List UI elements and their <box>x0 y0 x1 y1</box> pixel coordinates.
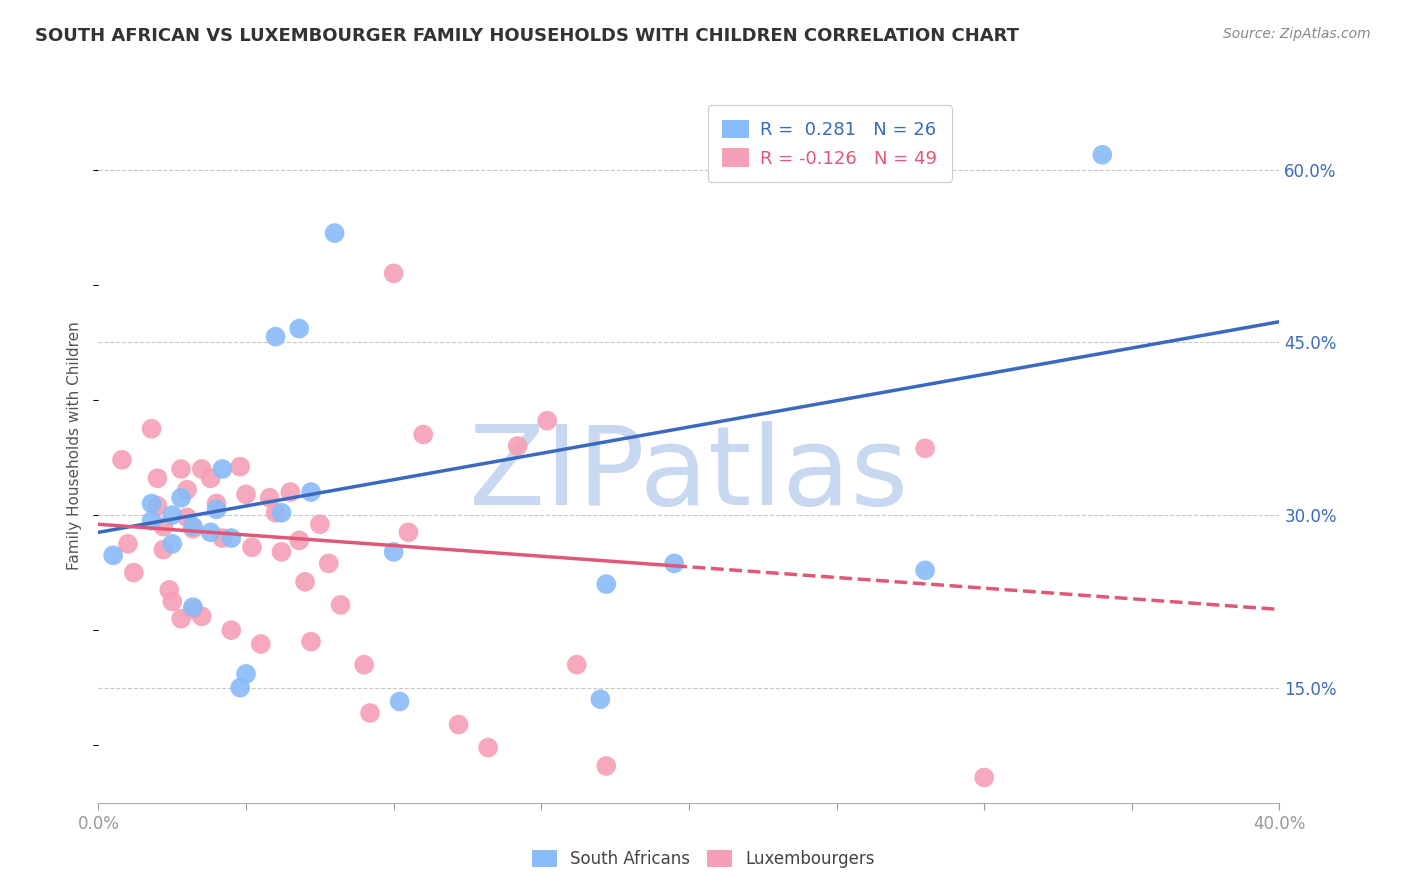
Point <box>1091 148 1114 162</box>
Point <box>914 442 936 456</box>
Point <box>162 594 183 608</box>
Point <box>664 557 686 571</box>
Point <box>152 542 174 557</box>
Point <box>191 462 214 476</box>
Point <box>162 508 183 522</box>
Point <box>170 462 193 476</box>
Point <box>211 531 233 545</box>
Point <box>536 414 558 428</box>
Point <box>309 517 332 532</box>
Point <box>211 462 233 476</box>
Point <box>219 531 242 545</box>
Point <box>229 681 252 695</box>
Point <box>240 541 263 555</box>
Point <box>506 439 529 453</box>
Point <box>170 612 193 626</box>
Point <box>264 506 287 520</box>
Point <box>111 452 134 467</box>
Point <box>181 522 204 536</box>
Point <box>181 519 204 533</box>
Point <box>595 759 617 773</box>
Point <box>200 471 222 485</box>
Point <box>973 771 995 785</box>
Point <box>181 602 204 616</box>
Point <box>235 487 257 501</box>
Legend: R =  0.281   N = 26, R = -0.126   N = 49: R = 0.281 N = 26, R = -0.126 N = 49 <box>707 105 952 182</box>
Text: ZIPatlas: ZIPatlas <box>470 421 908 528</box>
Point <box>170 491 193 505</box>
Point <box>205 502 228 516</box>
Point <box>176 483 198 497</box>
Point <box>353 657 375 672</box>
Point <box>141 514 163 528</box>
Point <box>122 566 145 580</box>
Point <box>152 519 174 533</box>
Point <box>318 557 340 571</box>
Point <box>589 692 612 706</box>
Point <box>219 623 242 637</box>
Legend: South Africans, Luxembourgers: South Africans, Luxembourgers <box>524 843 882 875</box>
Point <box>141 422 163 436</box>
Point <box>146 471 169 485</box>
Point <box>176 510 198 524</box>
Point <box>412 427 434 442</box>
Point <box>191 609 214 624</box>
Point <box>359 706 381 720</box>
Point <box>259 491 281 505</box>
Point <box>270 545 292 559</box>
Point <box>157 582 180 597</box>
Point <box>382 266 405 280</box>
Point <box>229 459 252 474</box>
Point <box>141 497 163 511</box>
Point <box>117 537 139 551</box>
Point <box>103 549 125 563</box>
Point <box>477 740 499 755</box>
Point <box>264 329 287 343</box>
Point <box>299 485 322 500</box>
Point <box>288 321 311 335</box>
Point <box>382 545 405 559</box>
Point <box>299 634 322 648</box>
Point <box>329 598 352 612</box>
Point <box>270 506 292 520</box>
Point <box>447 717 470 731</box>
Point <box>914 563 936 577</box>
Point <box>595 577 617 591</box>
Y-axis label: Family Households with Children: Family Households with Children <box>67 322 83 570</box>
Text: SOUTH AFRICAN VS LUXEMBOURGER FAMILY HOUSEHOLDS WITH CHILDREN CORRELATION CHART: SOUTH AFRICAN VS LUXEMBOURGER FAMILY HOU… <box>35 27 1019 45</box>
Point <box>278 485 302 500</box>
Point <box>294 574 316 589</box>
Point <box>565 657 588 672</box>
Point <box>200 525 222 540</box>
Point <box>205 497 228 511</box>
Point <box>323 226 346 240</box>
Point <box>396 525 419 540</box>
Text: Source: ZipAtlas.com: Source: ZipAtlas.com <box>1223 27 1371 41</box>
Point <box>235 666 257 681</box>
Point <box>288 533 311 548</box>
Point <box>162 537 183 551</box>
Point <box>146 499 169 513</box>
Point <box>388 694 411 708</box>
Point <box>250 637 273 651</box>
Point <box>181 600 204 615</box>
